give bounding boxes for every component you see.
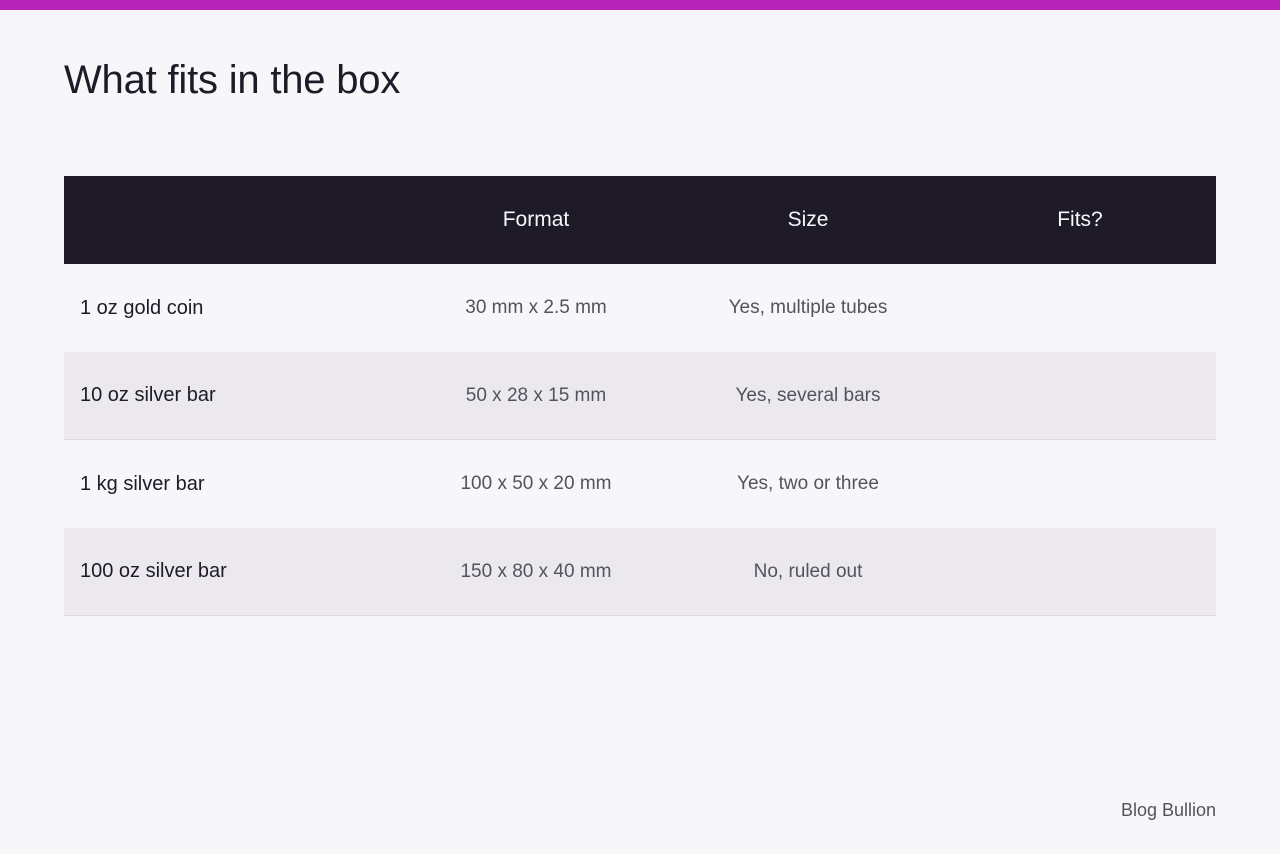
- header-format: Format: [502, 208, 570, 231]
- table-row: 10 oz silver bar 50 x 28 x 15 mm Yes, se…: [64, 352, 1216, 440]
- row-item-name: 100 oz silver bar: [80, 560, 227, 582]
- row-size: Yes, multiple tubes: [728, 297, 888, 318]
- row-format: 50 x 28 x 15 mm: [465, 384, 607, 406]
- row-item-name: 10 oz silver bar: [80, 384, 216, 406]
- table-row: 1 kg silver bar 100 x 50 x 20 mm Yes, tw…: [64, 440, 1216, 528]
- row-format: 100 x 50 x 20 mm: [460, 473, 612, 494]
- row-size: Yes, several bars: [735, 384, 881, 406]
- table-row: 100 oz silver bar 150 x 80 x 40 mm No, r…: [64, 528, 1216, 616]
- table-row: 1 oz gold coin 30 mm x 2.5 mm Yes, multi…: [64, 264, 1216, 352]
- row-size: No, ruled out: [753, 560, 863, 582]
- header-size: Size: [787, 208, 829, 231]
- table-header: Format Size Fits?: [64, 176, 1216, 264]
- row-format: 150 x 80 x 40 mm: [460, 560, 612, 582]
- row-item-name: 1 oz gold coin: [80, 296, 204, 319]
- header-fits: Fits?: [1057, 208, 1103, 231]
- row-size: Yes, two or three: [737, 473, 879, 494]
- row-item-name: 1 kg silver bar: [80, 472, 205, 495]
- accent-top-bar: [0, 0, 1280, 10]
- page-title: What fits in the box: [64, 58, 401, 102]
- row-format: 30 mm x 2.5 mm: [465, 297, 607, 318]
- footer-brand: Blog Bullion: [1120, 800, 1216, 820]
- comparison-table: Format Size Fits? 1 oz gold coin 30 mm x…: [64, 176, 1216, 616]
